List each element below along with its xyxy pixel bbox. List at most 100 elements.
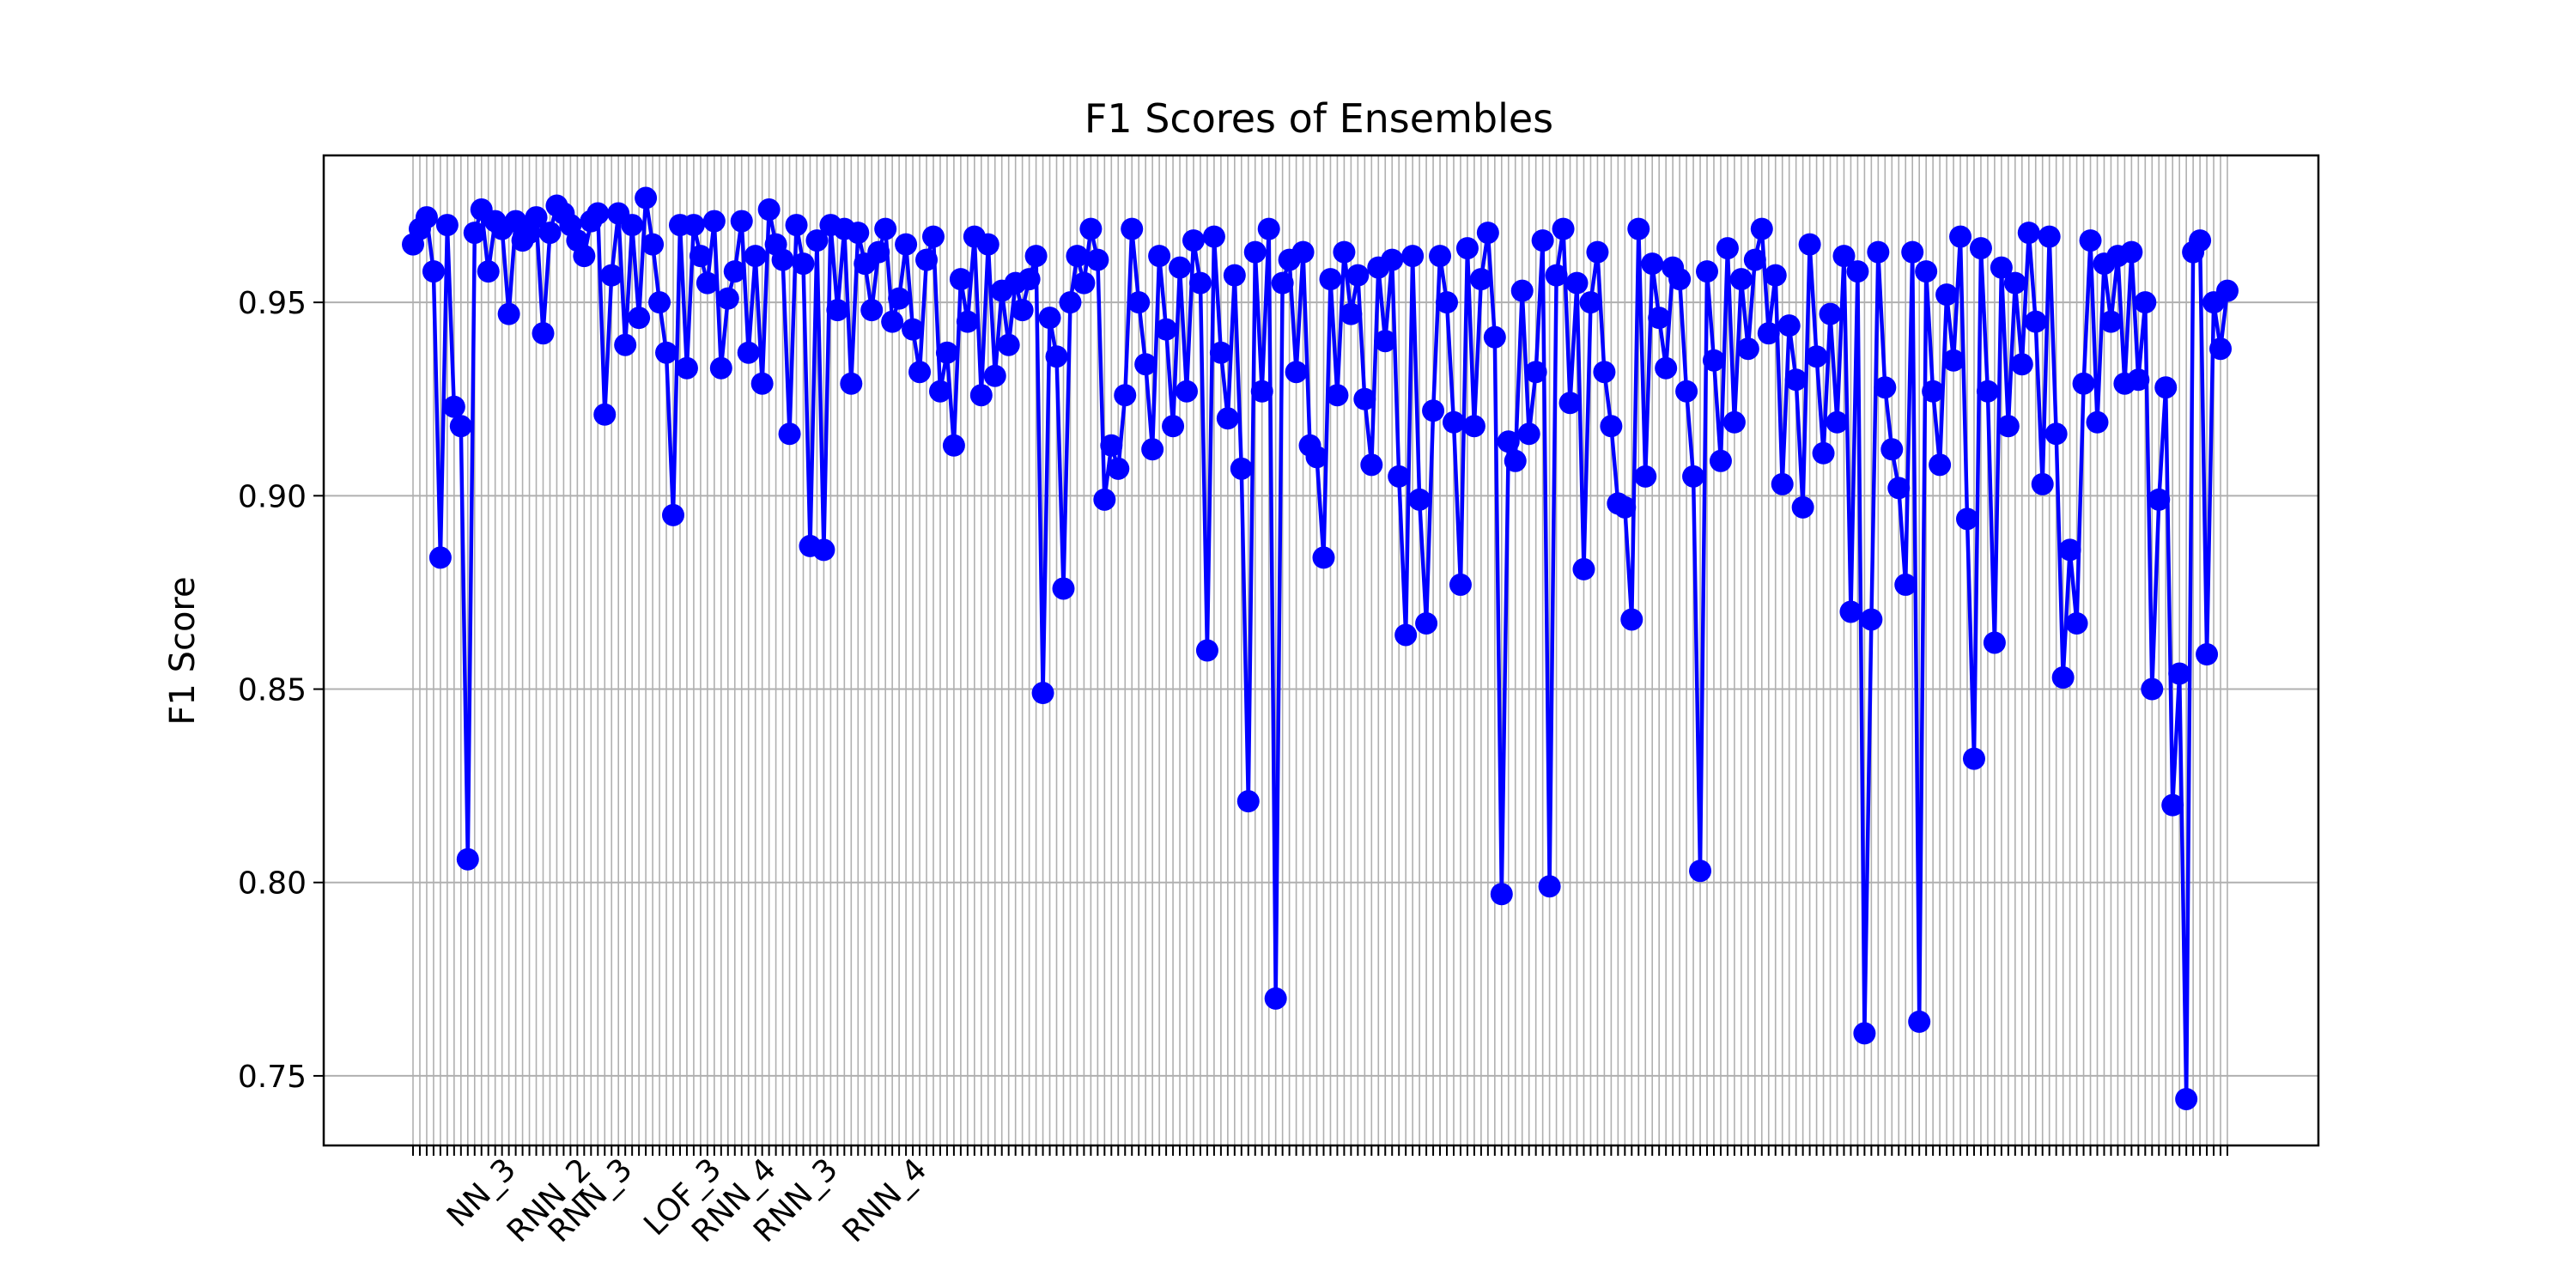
data-point [915,248,939,271]
data-point [1784,368,1807,392]
data-point [2086,410,2109,434]
data-point [1490,883,1513,906]
data-point [2175,1087,2198,1110]
data-point [593,403,617,426]
data-point [2154,376,2178,399]
data-point [1093,488,1116,511]
data-point [2189,229,2212,252]
data-point [1613,495,1637,519]
data-point [1230,457,1253,480]
data-point [1990,256,2013,279]
data-point [2079,229,2102,252]
data-point [709,356,732,380]
data-point [2010,353,2033,376]
data-point [1860,608,1883,631]
data-point [1805,345,1828,368]
data-point [1832,245,1856,268]
data-point [1436,291,1459,314]
data-point [442,395,465,418]
data-point [2003,271,2026,295]
data-point [1874,376,1897,399]
data-point [812,538,835,562]
data-point [1024,245,1048,268]
axes-frame [322,154,2320,1147]
data-point [1777,314,1801,337]
data-point [689,245,712,268]
data-point [538,222,562,245]
y-tick-label: 0.95 [238,286,307,321]
data-point [1531,229,1554,252]
data-point [2127,368,2150,392]
data-point [805,229,829,252]
data-point [778,422,801,446]
data-point [635,186,658,210]
data-point [1908,1010,1931,1033]
data-point [1689,860,1712,883]
data-point [1285,361,1308,384]
data-point [867,240,890,264]
y-axis-label: F1 Score [163,576,203,725]
data-point [1483,325,1506,349]
data-point [1086,248,1109,271]
data-point [1018,268,1041,291]
data-point [2017,222,2040,245]
data-point [600,264,623,287]
data-point [908,361,932,384]
data-point [1415,611,1438,635]
data-point [1716,237,1739,260]
data-point [435,214,459,237]
data-point [1736,337,1759,361]
data-point [1648,307,1671,330]
data-point [2058,538,2081,562]
data-point [1929,453,1952,477]
data-point [874,217,897,240]
data-point [737,341,760,364]
data-point [1148,245,1171,268]
data-point [1517,422,1540,446]
data-point [1627,217,1650,240]
data-point [1826,410,1849,434]
data-point [902,318,925,341]
data-point [1209,341,1232,364]
data-point [477,260,500,283]
plot-area: 0.750.800.850.900.95NN_3RNN_2RNN_3LOF_3R… [238,154,2320,1249]
data-point [1305,446,1328,469]
data-point [1011,299,1034,322]
data-point [1729,268,1753,291]
data-point [1114,384,1137,407]
data-point [573,245,596,268]
data-point [1983,631,2006,654]
data-point [1641,252,1664,276]
data-point [1709,449,1732,472]
data-point [1250,380,1273,403]
data-point [1853,1022,1876,1045]
data-point [949,268,972,291]
data-point [771,248,794,271]
data-point [1462,415,1485,438]
data-point [2099,310,2123,333]
y-tick-label: 0.80 [238,866,307,902]
data-point [1162,415,1185,438]
data-point [1696,260,1719,283]
data-point [750,372,774,395]
data-point [532,322,555,345]
data-point [1176,380,1199,403]
data-point [1340,302,1363,325]
data-point [1572,557,1595,580]
data-point [785,214,808,237]
data-point [1066,245,1089,268]
data-point [1429,245,1452,268]
data-point [1894,573,1917,596]
data-point [1169,256,1192,279]
y-tick-label: 0.90 [238,479,307,514]
data-point [1922,380,1945,403]
data-point [1107,457,1130,480]
data-point [1798,233,1821,256]
data-point [682,214,705,237]
data-point [1271,271,1294,295]
data-point [1819,302,1842,325]
data-point [942,434,965,457]
data-point [1764,264,1787,287]
data-point [675,356,698,380]
data-point [1141,438,1164,461]
